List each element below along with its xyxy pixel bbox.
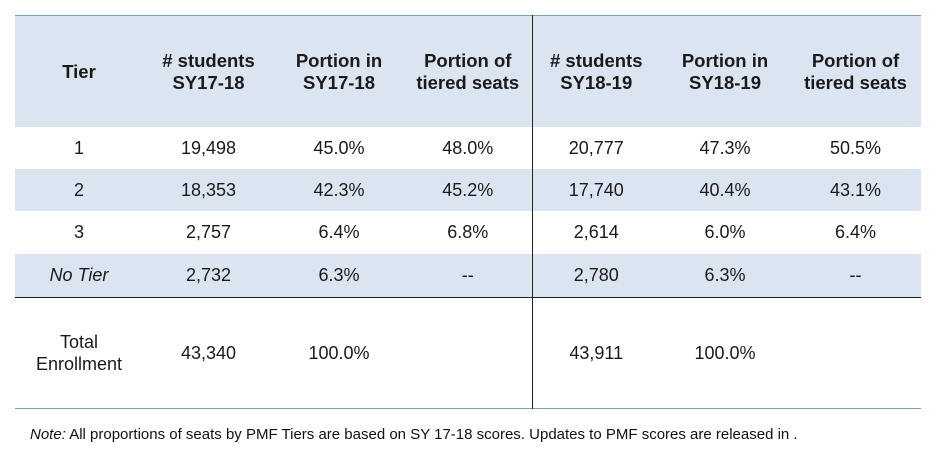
tier-enrollment-table: Tier # students SY17-18 Portion in SY17-18… (15, 15, 921, 409)
cell-total-students-sy17-18: 43,340 (180, 343, 237, 363)
cell-tiered-seats-sy18-19: -- (790, 254, 921, 298)
tier-enrollment-table-wrapper: Tier # students SY17-18 Portion in SY17-18… (15, 15, 921, 409)
cell-tiered-seats-sy17-18: 45.2% (404, 169, 533, 211)
cell-students-sy18-19: 2,780 (532, 254, 660, 298)
table-row-total-enrollment: Total Enrollment 43,340 100.0% 43,911 100… (15, 297, 921, 409)
cell-portion-sy18-19: 6.3% (660, 254, 790, 298)
header-tiered-seats-sy18-19: Portion of tiered seats (790, 15, 921, 127)
cell-total-portion-sy17-18: 100.0% (308, 343, 370, 363)
cell-students-sy17-18: 18,353 (143, 169, 274, 211)
cell-students-sy18-19: 2,614 (573, 222, 619, 242)
cell-portion-sy17-18: 6.3% (274, 254, 404, 298)
cell-tier: 1 (73, 137, 84, 158)
header-students-sy18-19: # students SY18-19 (532, 15, 660, 127)
header-row: Tier # students SY17-18 Portion in SY17-18… (15, 15, 921, 127)
cell-portion-sy17-18: 45.0% (313, 137, 365, 158)
header-portion-sy18-19: Portion in SY18-19 (660, 15, 790, 127)
cell-portion-sy18-19: 47.3% (699, 137, 751, 158)
cell-total-tiered-seats-sy18-19 (790, 298, 921, 409)
header-tiered-seats-sy17-18: Portion of tiered seats (404, 15, 533, 127)
cell-total-tiered-seats-sy17-18 (404, 297, 533, 409)
cell-students-sy18-19: 20,777 (568, 137, 624, 158)
cell-tiered-seats-sy17-18: 48.0% (404, 127, 533, 169)
cell-portion-sy18-19: 6.0% (704, 222, 746, 242)
cell-portion-sy18-19: 40.4% (660, 169, 790, 211)
cell-tier: No Tier (15, 254, 143, 298)
table-row-tier-3: 3 2,757 6.4% 6.8% 2,614 6.0% 6.4% (15, 211, 921, 254)
note-text: All proportions of seats by PMF Tiers ar… (65, 426, 798, 443)
cell-portion-sy17-18: 42.3% (274, 169, 404, 211)
cell-tiered-seats-sy17-18: 6.8% (404, 211, 533, 254)
table-note: Note: All proportions of seats by PMF Ti… (30, 426, 798, 443)
cell-total-label: Total Enrollment (35, 332, 123, 374)
header-students-sy17-18: # students SY17-18 (143, 15, 274, 127)
table-row-tier-2: 2 18,353 42.3% 45.2% 17,740 40.4% 43.1% (15, 169, 921, 211)
header-tier: Tier (15, 15, 143, 127)
cell-tiered-seats-sy18-19: 50.5% (829, 137, 882, 158)
cell-tier: 2 (15, 169, 143, 211)
cell-portion-sy17-18: 6.4% (318, 222, 360, 242)
header-portion-sy17-18: Portion in SY17-18 (274, 15, 404, 127)
cell-tiered-seats-sy17-18: -- (404, 254, 533, 298)
cell-students-sy17-18: 2,732 (143, 254, 274, 298)
note-lead: Note: (30, 426, 66, 443)
cell-tiered-seats-sy18-19: 43.1% (790, 169, 921, 211)
cell-tiered-seats-sy18-19: 6.4% (834, 222, 877, 242)
cell-students-sy17-18: 19,498 (180, 137, 237, 158)
table-row-tier-1: 1 19,498 45.0% 48.0% 20,777 47.3% 50.5% (15, 127, 921, 169)
cell-total-portion-sy18-19: 100.0% (694, 343, 756, 363)
cell-tier: 3 (73, 222, 84, 242)
cell-total-students-sy18-19: 43,911 (569, 343, 624, 363)
table-row-no-tier: No Tier 2,732 6.3% -- 2,780 6.3% -- (15, 254, 921, 298)
cell-students-sy17-18: 2,757 (185, 222, 232, 242)
cell-students-sy18-19: 17,740 (532, 169, 660, 211)
